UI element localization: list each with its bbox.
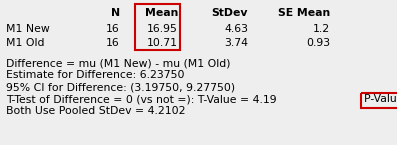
Text: M1 Old: M1 Old	[6, 38, 44, 48]
Text: 4.63: 4.63	[224, 24, 248, 34]
Text: 16: 16	[106, 24, 120, 34]
Text: M1 New: M1 New	[6, 24, 50, 34]
Text: Estimate for Difference: 6.23750: Estimate for Difference: 6.23750	[6, 70, 185, 80]
Text: 95% CI for Difference: (3.19750, 9.27750): 95% CI for Difference: (3.19750, 9.27750…	[6, 82, 235, 92]
Bar	[361, 93, 397, 108]
Text: StDev: StDev	[212, 8, 248, 18]
Text: Mean: Mean	[145, 8, 178, 18]
Text: Difference = mu (M1 New) - mu (M1 Old): Difference = mu (M1 New) - mu (M1 Old)	[6, 58, 231, 68]
Text: N: N	[111, 8, 120, 18]
Text: T-Test of Difference = 0 (vs not =): T-Value = 4.19: T-Test of Difference = 0 (vs not =): T-V…	[6, 94, 283, 104]
Text: 3.74: 3.74	[224, 38, 248, 48]
Text: SE Mean: SE Mean	[278, 8, 330, 18]
Text: 16.95: 16.95	[147, 24, 178, 34]
Text: Both Use Pooled StDev = 4.2102: Both Use Pooled StDev = 4.2102	[6, 106, 185, 116]
Bar	[135, 4, 180, 50]
Text: 1.2: 1.2	[313, 24, 330, 34]
Text: P-Value = 0.000: P-Value = 0.000	[364, 94, 397, 104]
Text: 0.93: 0.93	[306, 38, 330, 48]
Text: 10.71: 10.71	[147, 38, 178, 48]
Text: 16: 16	[106, 38, 120, 48]
